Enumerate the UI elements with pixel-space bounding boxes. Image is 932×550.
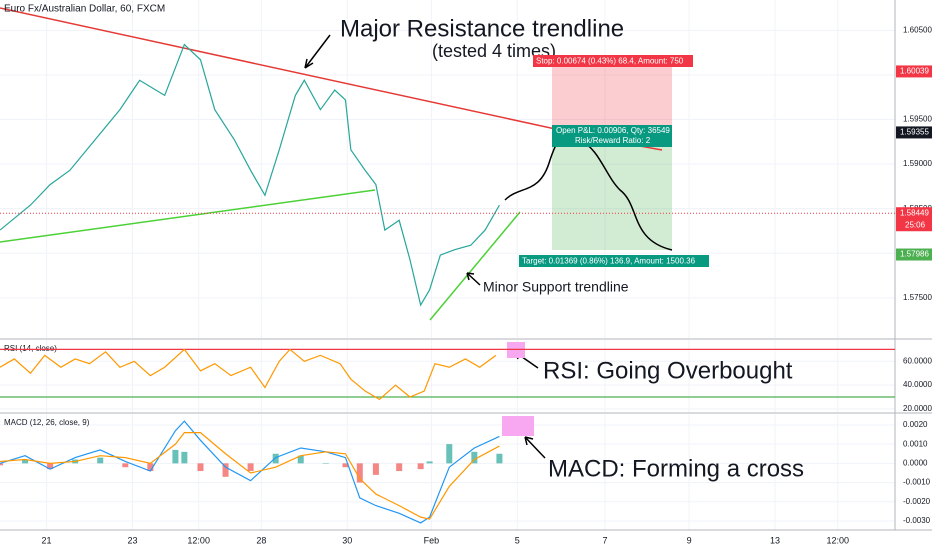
y-tick-label: 1.59500: [903, 115, 932, 124]
histogram-bar: [22, 459, 29, 464]
x-tick-label: 12:00: [187, 535, 210, 545]
price-label-box: [896, 65, 932, 78]
macd-line: [0, 420, 500, 524]
price-label: 1.58449: [900, 208, 929, 217]
annotation: Minor Support trendline: [483, 279, 629, 295]
highlight: [502, 416, 534, 436]
y-tick-label: -0.0010: [903, 478, 931, 487]
target-label: Target: 0.01369 (0.86%) 136.9, Amount: 1…: [522, 257, 696, 266]
x-tick-label: 7: [603, 535, 608, 545]
histogram-bar: [0, 463, 3, 466]
open-label-box: [552, 125, 672, 147]
histogram-bar: [197, 463, 204, 472]
histogram-bar: [417, 463, 424, 470]
price-label-box: [896, 126, 932, 139]
y-tick-label: 20.0000: [903, 404, 932, 413]
y-tick-label: -0.0030: [903, 516, 931, 525]
price-label: 1.59355: [900, 128, 929, 137]
annotation: MACD: Forming a cross: [548, 455, 804, 482]
histogram-bar: [322, 463, 329, 464]
y-tick-label: 0.0010: [903, 439, 928, 448]
histogram-bar: [97, 457, 104, 464]
histogram-bar: [342, 463, 349, 468]
resistance-line: [0, 7, 561, 131]
y-tick-label: 40.0000: [903, 380, 932, 389]
x-tick-label: 30: [342, 535, 352, 545]
histogram-bar: [471, 451, 478, 464]
histogram-bar: [181, 451, 188, 464]
histogram-bar: [222, 463, 229, 477]
macd-line: [0, 432, 500, 520]
pane-title: MACD (12, 26, close, 9): [4, 418, 90, 427]
annotation: RSI: Going Overbought: [543, 357, 793, 384]
x-tick-label: 23: [127, 535, 137, 545]
histogram-bar: [272, 453, 279, 464]
histogram-bar: [356, 463, 363, 483]
stop-label-box: [533, 55, 693, 67]
open-label: Open P&L: 0.00906, Qty: 36549: [556, 126, 670, 135]
y-tick-label: 60.0000: [903, 356, 932, 365]
countdown: 25:06: [905, 220, 926, 229]
annotation: Major Resistance trendline: [340, 15, 624, 42]
minor-support-line: [429, 211, 521, 321]
ratio-label: Risk/Reward Ratio: 2: [575, 136, 651, 145]
arrow: [524, 436, 546, 459]
x-tick-label: 13: [770, 535, 780, 545]
x-tick-label: 28: [256, 535, 266, 545]
histogram-bar: [172, 449, 179, 464]
stop-label: Stop: 0.00674 (0.43%) 68.4, Amount: 750: [536, 57, 684, 66]
x-tick-label: 9: [687, 535, 692, 545]
y-tick-label: 1.60500: [903, 25, 932, 34]
arrow: [304, 34, 331, 69]
histogram-bar: [496, 453, 503, 464]
price-line: [0, 43, 500, 307]
histogram-bar: [396, 463, 403, 472]
target-zone: [552, 130, 672, 250]
x-tick-label: 5: [515, 535, 520, 545]
histogram-bar: [426, 461, 433, 464]
y-tick-label: 0.0000: [903, 458, 928, 467]
price-label-box: [896, 248, 932, 261]
stop-zone: [552, 60, 672, 130]
histogram-bar: [297, 455, 304, 464]
histogram-bar: [122, 463, 129, 468]
y-tick-label: 1.57500: [903, 293, 932, 302]
histogram-bar: [47, 463, 54, 470]
histogram-bar: [247, 463, 254, 472]
histogram-bar: [372, 463, 379, 475]
histogram-bar: [446, 444, 453, 464]
price-label-box: [896, 207, 932, 232]
histogram-bar: [147, 463, 154, 472]
x-tick-label: 12:00: [826, 535, 849, 545]
support-line: [0, 189, 376, 243]
symbol: Euro Fx/Australian Dollar, 60, FXCM: [4, 4, 165, 15]
annotation-layer: Major Resistance trendline (tested 4 tim…: [0, 4, 804, 482]
y-tick-label: -0.0020: [903, 497, 931, 506]
x-tick-label: 21: [42, 535, 52, 545]
pane-title: RSI (14, close): [4, 344, 57, 353]
arrow: [466, 272, 481, 286]
target-label-box: [519, 255, 709, 267]
price-label: 1.60039: [900, 67, 929, 76]
price-label: 1.57986: [900, 250, 929, 259]
y-tick-label: 0.0020: [903, 420, 928, 429]
annotation: (tested 4 times): [432, 41, 556, 61]
y-tick-label: 1.59000: [903, 159, 932, 168]
price-line: [0, 348, 497, 401]
x-tick-label: Feb: [424, 535, 440, 545]
